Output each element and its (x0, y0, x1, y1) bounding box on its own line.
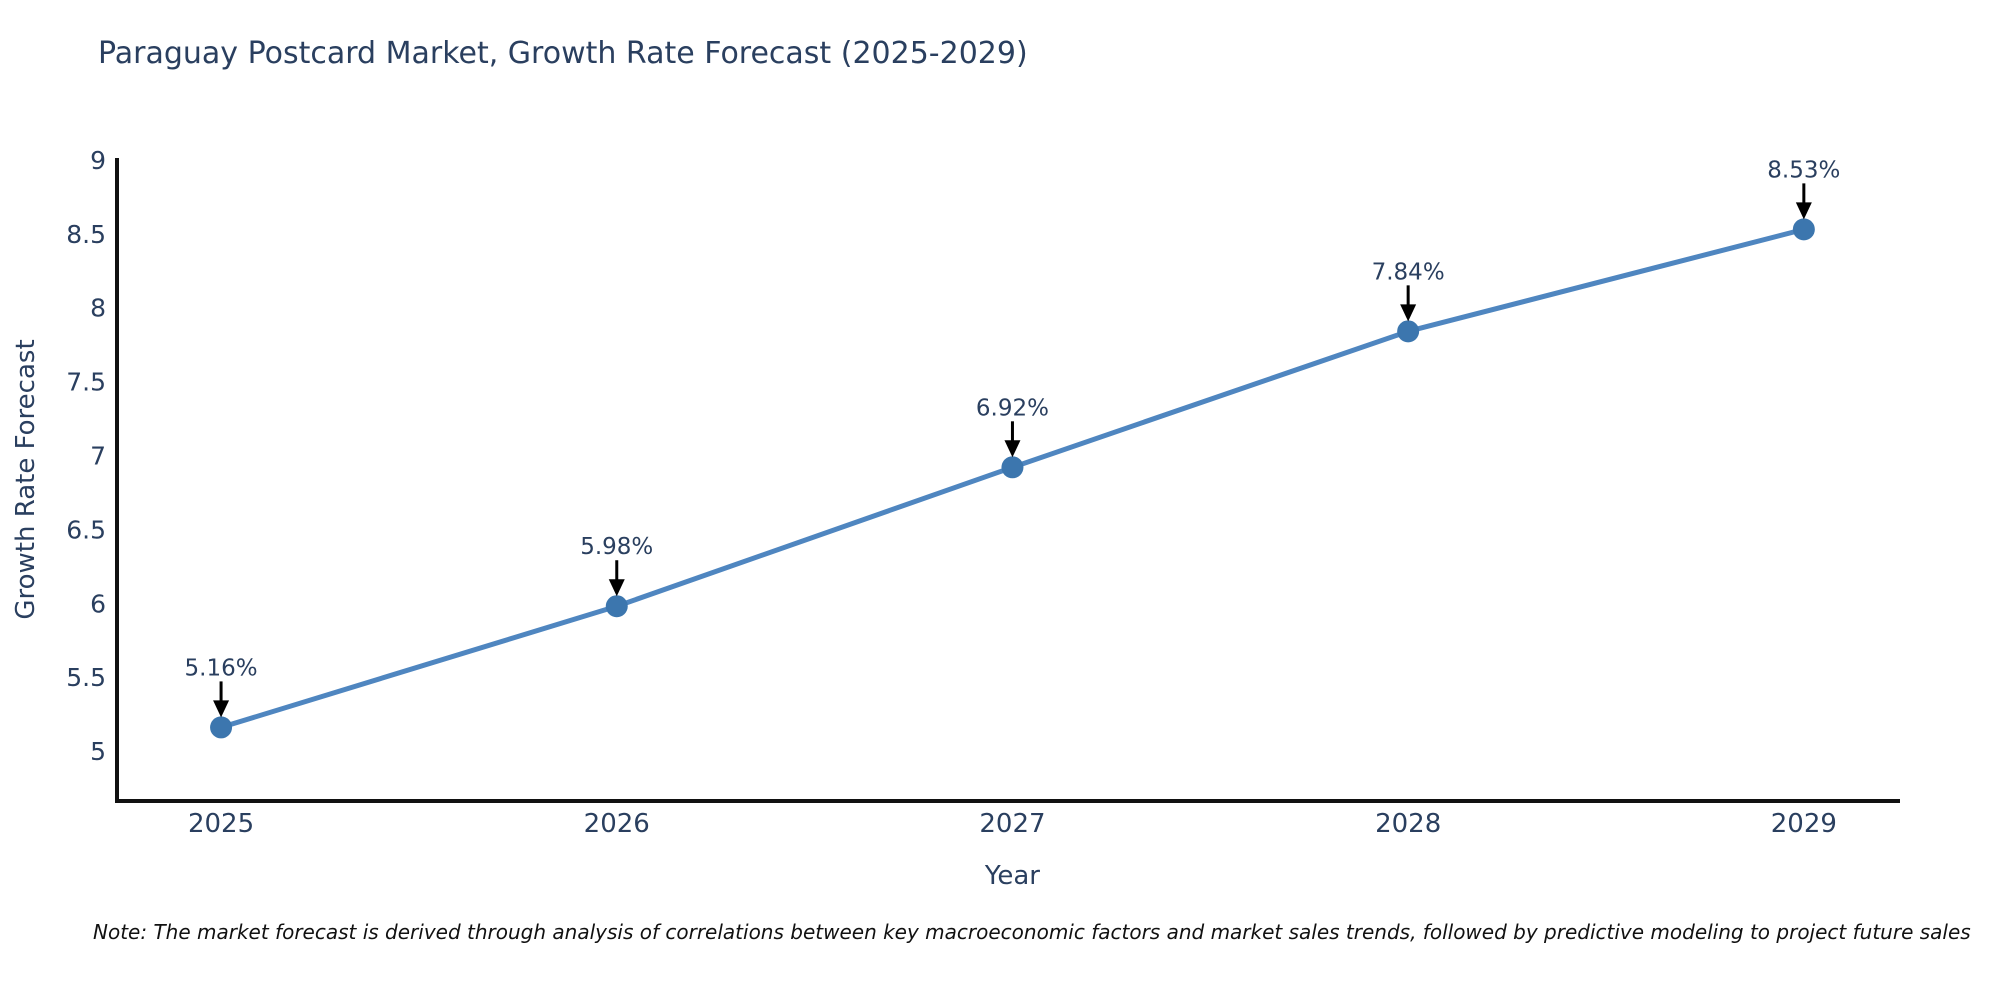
point-label: 7.84% (1372, 259, 1445, 285)
x-tick-label: 2025 (188, 809, 254, 839)
forecast-line (218, 226, 1807, 730)
x-tick-label: 2028 (1375, 809, 1441, 839)
point-label: 6.92% (976, 395, 1049, 421)
y-tick-label: 9 (90, 146, 106, 175)
point-label: 8.53% (1767, 157, 1840, 183)
annotation-arrowhead-icon (1795, 202, 1812, 220)
data-point-marker (1397, 320, 1420, 343)
y-tick-label: 7 (90, 441, 106, 470)
y-tick-label: 8.5 (66, 220, 106, 249)
y-tick-label: 5 (90, 737, 106, 766)
data-point-marker (1001, 456, 1024, 479)
y-tick-label: 5.5 (66, 663, 106, 692)
point-label: 5.16% (185, 655, 258, 681)
data-point-marker (605, 595, 628, 618)
x-tick-label: 2029 (1771, 809, 1837, 839)
x-axis-title: Year (984, 861, 1040, 891)
data-point-marker (1792, 218, 1815, 241)
annotation-arrowhead-icon (1004, 440, 1021, 458)
x-tick-label: 2026 (584, 809, 650, 839)
point-label: 5.98% (580, 534, 653, 560)
chart-footnote: Note: The market forecast is derived thr… (93, 920, 1971, 944)
annotation-arrowhead-icon (213, 700, 230, 718)
x-tick-label: 2027 (979, 809, 1045, 839)
y-tick-label: 7.5 (66, 368, 106, 397)
chart-title: Paraguay Postcard Market, Growth Rate Fo… (98, 36, 1028, 71)
y-tick-label: 6.5 (66, 515, 106, 544)
annotation-arrowhead-icon (1400, 304, 1417, 322)
y-tick-label: 8 (90, 294, 106, 323)
y-tick-label: 6 (90, 589, 106, 618)
data-point-marker (210, 716, 233, 739)
y-axis-title: Growth Rate Forecast (11, 339, 41, 619)
annotation-arrowhead-icon (608, 579, 625, 597)
